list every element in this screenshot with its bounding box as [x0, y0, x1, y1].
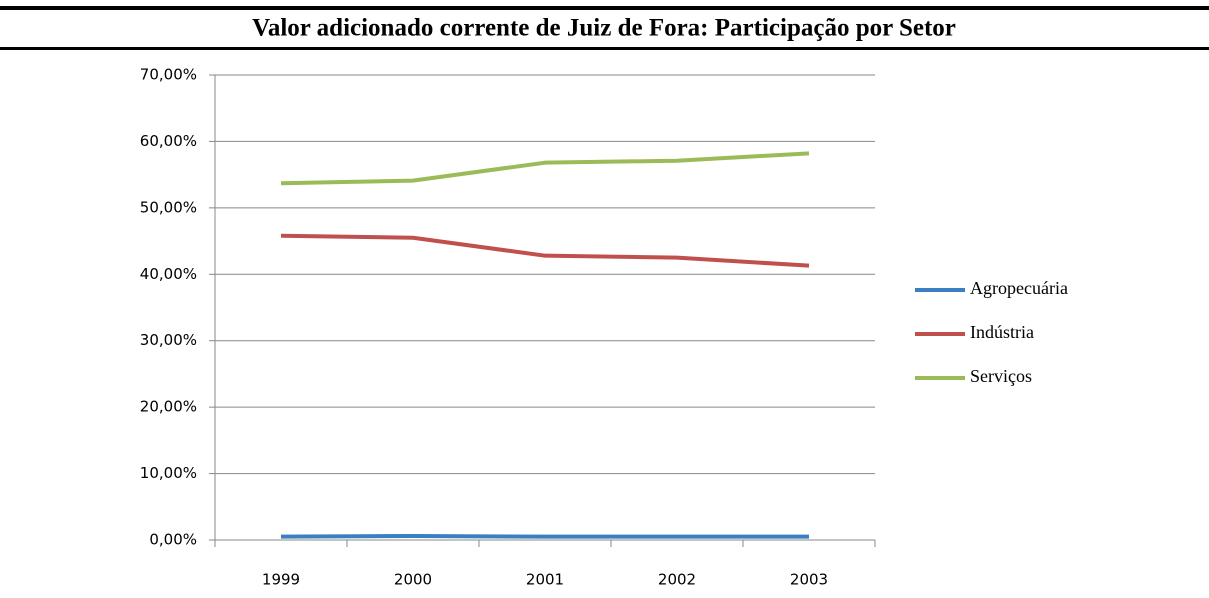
x-tick-label: 2003 — [790, 571, 828, 589]
y-tick-label: 0,00% — [149, 531, 197, 549]
y-tick-label: 30,00% — [140, 331, 197, 349]
legend-label: Indústria — [970, 322, 1034, 342]
series-line — [280, 233, 810, 268]
x-tick-label: 1999 — [262, 571, 300, 589]
title-rule-bottom — [0, 47, 1209, 50]
chart-title: Valor adicionado corrente de Juiz de For… — [252, 15, 956, 42]
x-tick-label: 2000 — [394, 571, 432, 589]
series-line — [280, 151, 810, 186]
y-tick-label: 40,00% — [140, 265, 197, 283]
legend-label: Serviços — [970, 366, 1032, 386]
title-rule-top — [0, 6, 1209, 10]
y-tick-label: 20,00% — [140, 398, 197, 416]
y-tick-label: 70,00% — [140, 66, 197, 84]
x-tick-label: 2001 — [526, 571, 564, 589]
y-tick-label: 60,00% — [140, 132, 197, 150]
y-tick-label: 50,00% — [140, 198, 197, 216]
x-tick-label: 2002 — [658, 571, 696, 589]
series-line — [280, 534, 809, 539]
y-tick-label: 10,00% — [140, 464, 197, 482]
legend-label: Agropecuária — [970, 278, 1068, 298]
